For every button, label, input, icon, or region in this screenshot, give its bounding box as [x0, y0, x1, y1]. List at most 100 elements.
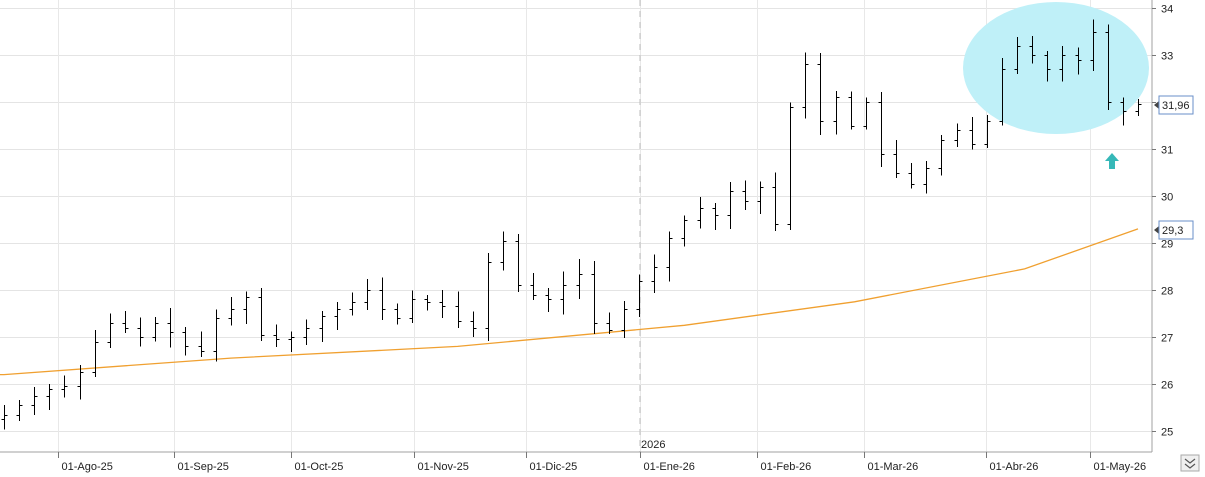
- price-bar: [107, 313, 114, 349]
- price-bar: [1105, 24, 1112, 110]
- price-bar: [651, 254, 658, 294]
- price-bar: [424, 295, 431, 311]
- x-tick-label: 01-Sep-25: [178, 461, 229, 473]
- y-tick-label: 25: [1161, 427, 1173, 439]
- price-bar: [303, 319, 310, 345]
- price-bar: [137, 317, 144, 347]
- price-bar: [213, 309, 220, 362]
- price-bar: [545, 287, 552, 313]
- price-bar: [182, 327, 189, 356]
- x-tick-label: 01-Ago-25: [62, 461, 113, 473]
- price-bar: [1014, 37, 1021, 75]
- price-bar: [500, 231, 507, 271]
- price-bar: [817, 52, 824, 135]
- price-bar: [938, 135, 945, 176]
- price-bar: [606, 312, 613, 334]
- price-bar: [228, 297, 235, 326]
- y-tick-label: 28: [1161, 286, 1173, 298]
- price-bar: [439, 289, 446, 318]
- price-bar: [1135, 99, 1142, 116]
- price-bar: [46, 384, 53, 410]
- price-bar: [697, 197, 704, 229]
- up-arrow-icon: [1105, 153, 1119, 169]
- moving-average-label: 29,3: [1162, 225, 1183, 237]
- price-bar: [878, 91, 885, 168]
- y-tick-label: 29: [1161, 239, 1173, 251]
- price-bar: [1075, 47, 1082, 75]
- price-bar: [681, 215, 688, 247]
- price-bar: [666, 231, 673, 282]
- price-bar: [923, 160, 930, 194]
- price-bar: [969, 117, 976, 150]
- x-tick-label: 01-Dic-25: [530, 461, 578, 473]
- scroll-down-button[interactable]: [1180, 454, 1200, 472]
- price-bar: [999, 58, 1006, 126]
- price-bar: [1029, 36, 1036, 64]
- price-bar: [742, 180, 749, 210]
- y-tick-label: 31: [1161, 145, 1173, 157]
- price-bar: [893, 140, 900, 178]
- price-bar: [77, 365, 84, 400]
- price-bar: [621, 301, 628, 338]
- price-bar: [92, 330, 99, 377]
- price-bar: [31, 386, 38, 415]
- year-label: 2026: [641, 439, 665, 451]
- price-bar: [1120, 97, 1127, 126]
- price-bar: [349, 292, 356, 316]
- price-bar: [727, 182, 734, 229]
- price-bar: [394, 303, 401, 325]
- price-bar: [152, 317, 159, 342]
- price-bar: [757, 181, 764, 214]
- price-bar: [833, 90, 840, 135]
- price-bar: [379, 277, 386, 321]
- x-axis-ticks: 01-Ago-25 01-Sep-25 01-Oct-25 01-Nov-25 01-D…: [58, 452, 1147, 473]
- x-tick-label: 01-May-26: [1094, 461, 1147, 473]
- price-bar: [258, 288, 265, 342]
- price-bar: [1, 405, 8, 430]
- price-bar: [167, 308, 174, 348]
- price-bar: [863, 97, 870, 130]
- x-tick-label: 01-Abr-26: [990, 461, 1039, 473]
- price-bar: [908, 162, 915, 189]
- highlight-ellipse: [963, 2, 1149, 134]
- price-bars: [1, 19, 1142, 430]
- price-bar: [560, 271, 567, 315]
- price-bar: [1090, 19, 1097, 71]
- price-bar: [243, 291, 250, 325]
- price-bar: [16, 400, 23, 422]
- price-bar: [273, 324, 280, 347]
- price-bar: [122, 311, 129, 334]
- price-bar: [636, 274, 643, 318]
- price-bar: [1059, 45, 1066, 82]
- x-tick-label: 01-Ene-26: [644, 461, 695, 473]
- price-bar: [591, 261, 598, 335]
- price-bar: [409, 290, 416, 324]
- moving-average-badge: 29,3: [1154, 220, 1194, 240]
- y-tick-label: 27: [1161, 333, 1173, 345]
- price-bar: [61, 375, 68, 398]
- date-axis: [0, 452, 1205, 477]
- x-tick-label: 01-Feb-26: [761, 461, 812, 473]
- price-bar: [787, 102, 794, 230]
- price-bar: [319, 311, 326, 343]
- price-bar: [802, 52, 809, 119]
- price-bar: [712, 202, 719, 231]
- price-bar: [954, 123, 961, 147]
- price-bar: [364, 279, 371, 311]
- grid: [0, 0, 1152, 452]
- y-tick-label: 34: [1161, 4, 1173, 16]
- double-chevron-down-icon: [1184, 458, 1196, 469]
- price-bar: [288, 331, 295, 353]
- price-bar: [455, 291, 462, 329]
- price-bar: [334, 302, 341, 330]
- price-bar: [772, 172, 779, 232]
- moving-average-line: [0, 228, 1139, 376]
- price-bar: [984, 115, 991, 149]
- price-bar: [515, 233, 522, 292]
- price-bar: [576, 258, 583, 300]
- price-bar: [485, 252, 492, 342]
- last-price-label: 31,96: [1162, 100, 1190, 112]
- y-tick-label: 26: [1161, 380, 1173, 392]
- price-bar: [530, 272, 537, 301]
